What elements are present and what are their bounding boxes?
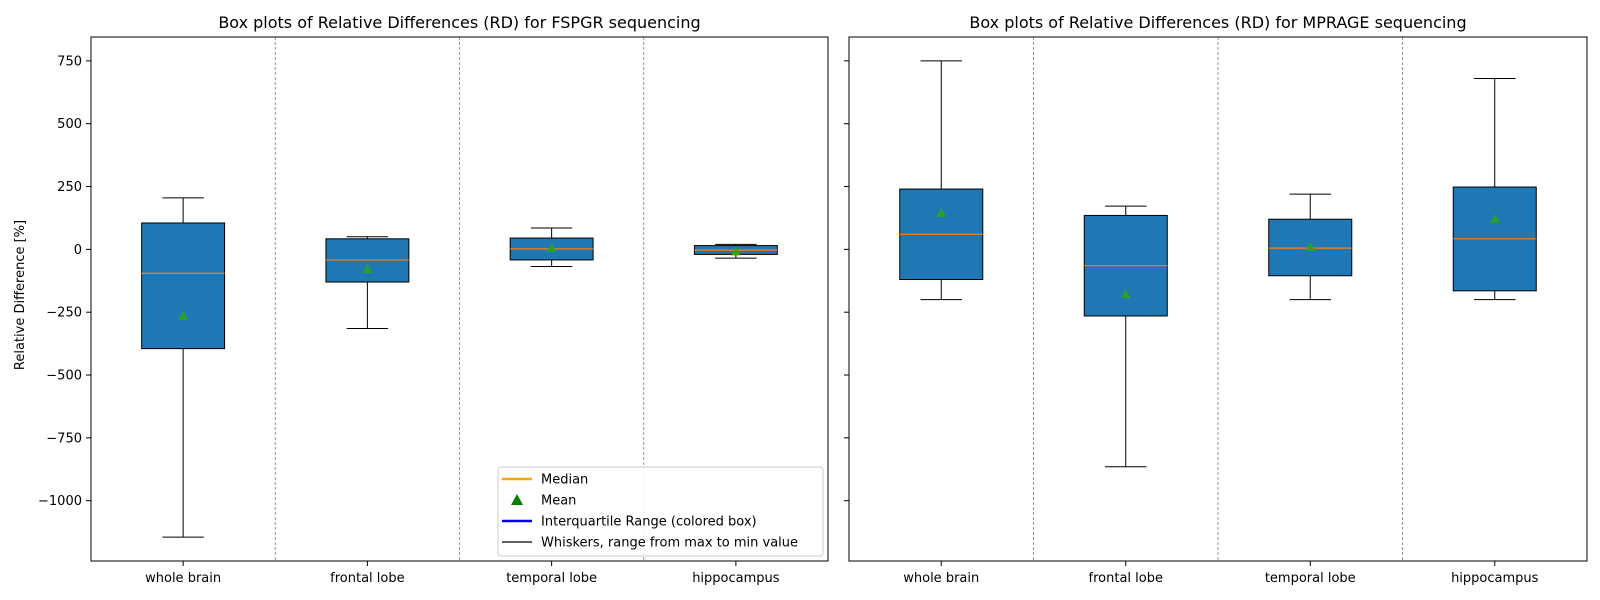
x-tick-label: frontal lobe <box>330 571 404 586</box>
mean-marker <box>546 243 557 253</box>
legend-mean-swatch <box>511 494 523 505</box>
box-4 <box>1452 77 1537 301</box>
legend-item: Whiskers, range from max to min value <box>502 536 798 551</box>
axes-frame <box>848 36 1588 562</box>
y-tick-label: 250 <box>57 180 82 195</box>
chart-title: Box plots of Relative Differences (RD) f… <box>969 13 1466 32</box>
mean-marker <box>1305 241 1316 251</box>
box-1 <box>899 60 984 301</box>
legend: Median Mean Interquartile Range (colored b… <box>497 466 824 557</box>
mean-marker <box>362 263 373 273</box>
box-3 <box>509 227 594 267</box>
mean-marker <box>1489 213 1500 223</box>
legend-box <box>497 466 824 557</box>
legend-label: Mean <box>541 494 576 509</box>
y-tick-label: −750 <box>46 431 82 446</box>
legend-label: Median <box>541 473 588 488</box>
mean-marker <box>178 310 189 320</box>
legend-item: Median <box>502 473 588 488</box>
box-2 <box>325 236 410 330</box>
x-tick-label: hippocampus <box>1451 571 1539 586</box>
box-4 <box>693 243 778 259</box>
x-tick-label: temporal lobe <box>1265 571 1356 586</box>
panel-2: Box plots of Relative Differences (RD) f… <box>844 13 1588 586</box>
y-tick-label: 750 <box>57 54 82 69</box>
y-tick-label: 0 <box>74 243 82 258</box>
x-tick-label: temporal lobe <box>506 571 597 586</box>
legend-item: Interquartile Range (colored box) <box>502 515 757 530</box>
y-tick-label: −250 <box>46 306 82 321</box>
mean-marker <box>1120 289 1131 299</box>
box-1 <box>141 197 226 538</box>
box-2 <box>1083 205 1168 468</box>
mean-marker <box>730 246 741 256</box>
box-3 <box>1268 193 1353 301</box>
iqr-box <box>141 222 226 350</box>
x-tick-label: frontal lobe <box>1089 571 1163 586</box>
axes-frame <box>90 36 829 562</box>
legend-item: Mean <box>511 494 576 509</box>
mean-marker <box>936 207 947 217</box>
x-tick-label: whole brain <box>145 571 221 586</box>
chart-title: Box plots of Relative Differences (RD) f… <box>218 13 700 32</box>
y-tick-label: −500 <box>46 369 82 384</box>
x-tick-label: whole brain <box>903 571 979 586</box>
panel-1: Box plots of Relative Differences (RD) f… <box>38 13 829 586</box>
legend-label: Interquartile Range (colored box) <box>541 515 757 530</box>
y-tick-label: 500 <box>57 117 82 132</box>
x-tick-label: hippocampus <box>692 571 780 586</box>
y-tick-label: −1000 <box>38 494 82 509</box>
y-axis-label: Relative Difference [%] <box>13 220 28 370</box>
legend-label: Whiskers, range from max to min value <box>541 536 798 551</box>
